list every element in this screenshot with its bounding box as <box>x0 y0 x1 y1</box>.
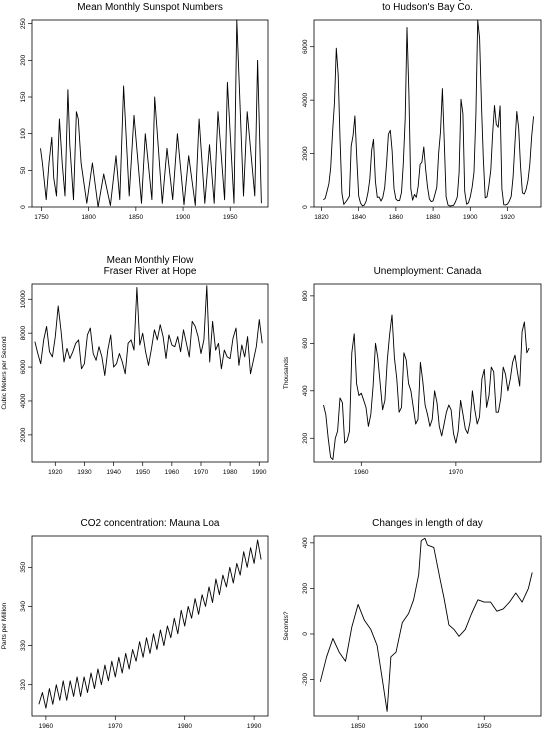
x-tick-label: 1820 <box>314 214 329 221</box>
y-tick-label: 0 <box>302 632 309 636</box>
y-tick-label: 320 <box>20 679 27 690</box>
y-tick-label: 200 <box>20 55 27 66</box>
x-tick-label: 1850 <box>129 214 144 221</box>
series-line <box>38 539 262 709</box>
x-tick-label: 1920 <box>500 214 515 221</box>
y-tick-label: 150 <box>20 91 27 102</box>
x-tick-label: 1900 <box>414 723 429 730</box>
x-tick-label: 1980 <box>177 723 192 730</box>
series-line <box>323 19 535 207</box>
x-tick-label: 1970 <box>108 723 123 730</box>
y-tick-label: 0 <box>20 205 27 209</box>
y-tick-label: 0 <box>302 205 309 209</box>
chart-title: Fraser River at Hope <box>104 266 197 277</box>
x-tick-label: 1980 <box>223 469 238 476</box>
y-tick-label: 600 <box>302 338 309 349</box>
y-tick-label: 6000 <box>302 39 309 54</box>
y-tick-label: 100 <box>20 128 27 139</box>
x-tick-label: 1990 <box>252 469 267 476</box>
chart-title: CO2 concentration: Mauna Loa <box>81 518 220 529</box>
x-tick-label: 1960 <box>39 723 54 730</box>
y-tick-label: 50 <box>20 166 27 174</box>
y-tick-label: 400 <box>302 537 309 548</box>
x-tick-label: 1960 <box>165 469 180 476</box>
series-line <box>40 19 262 208</box>
y-tick-label: 10000 <box>20 290 27 308</box>
chart-panel: Mean Monthly Sunspot Numbers 1750 1800 1850… <box>20 2 269 221</box>
chart-panel: Unemployment: Canada 1960 1970 200 400 600 800… <box>283 266 542 476</box>
y-tick-label: 200 <box>302 583 309 594</box>
y-axis-label: Seconds? <box>283 611 290 640</box>
series-line <box>34 285 263 376</box>
y-tick-label: 340 <box>20 601 27 612</box>
y-tick-label: 330 <box>20 640 27 651</box>
x-tick-label: 1920 <box>48 469 63 476</box>
series-line <box>319 537 533 712</box>
y-tick-label: -200 <box>302 673 309 686</box>
chart-title: Unemployment: Canada <box>374 266 482 277</box>
series-line <box>323 314 530 461</box>
y-tick-label: 4000 <box>302 93 309 108</box>
plot-frame <box>313 535 542 717</box>
y-axis-label: Cubic Meters per Second <box>1 336 8 410</box>
y-axis-label: Parts per Million <box>1 602 8 649</box>
y-tick-label: 200 <box>302 432 309 443</box>
x-tick-label: 1800 <box>81 214 96 221</box>
y-tick-label: 8000 <box>20 326 27 341</box>
plot-frame <box>31 19 269 208</box>
chart-title: Mean Monthly Sunspot Numbers <box>77 2 223 13</box>
x-tick-label: 1970 <box>449 469 464 476</box>
chart-panel: Annual Sales of Lynxto Hudson's Bay Co. 1… <box>302 0 542 221</box>
x-tick-label: 1930 <box>77 469 92 476</box>
y-tick-label: 250 <box>20 18 27 29</box>
x-tick-label: 1950 <box>477 723 492 730</box>
y-tick-label: 2000 <box>302 146 309 161</box>
x-tick-label: 1850 <box>351 723 366 730</box>
plot-frame <box>31 535 269 717</box>
chart-title: to Hudson's Bay Co. <box>382 2 473 13</box>
y-axis-label: Thousands <box>283 356 290 389</box>
x-tick-label: 1940 <box>106 469 121 476</box>
plot-frame <box>313 19 542 208</box>
y-tick-label: 350 <box>20 562 27 573</box>
x-tick-label: 1880 <box>426 214 441 221</box>
chart-title: Changes in length of day <box>372 518 483 529</box>
chart-title: Annual Sales of Lynx <box>381 0 475 2</box>
chart-title: Mean Monthly Flow <box>107 255 194 266</box>
x-tick-label: 1840 <box>351 214 366 221</box>
y-tick-label: 800 <box>302 290 309 301</box>
chart-panel: Changes in length of day 1850 1900 1950 -200… <box>283 518 542 730</box>
x-tick-label: 1950 <box>135 469 150 476</box>
x-tick-label: 1960 <box>354 469 369 476</box>
chart-panel: CO2 concentration: Mauna Loa 1960 1970 1980… <box>1 518 269 730</box>
x-tick-label: 1970 <box>194 469 209 476</box>
x-tick-label: 1950 <box>223 214 238 221</box>
x-tick-label: 1990 <box>247 723 262 730</box>
x-tick-label: 1860 <box>389 214 404 221</box>
x-tick-label: 1900 <box>176 214 191 221</box>
x-tick-label: 1900 <box>463 214 478 221</box>
y-tick-label: 6000 <box>20 359 27 374</box>
plot-frame <box>313 283 542 463</box>
y-tick-label: 400 <box>302 385 309 396</box>
x-tick-label: 1750 <box>34 214 49 221</box>
plot-frame <box>31 283 269 463</box>
y-tick-label: 4000 <box>20 393 27 408</box>
y-tick-label: 2000 <box>20 427 27 442</box>
